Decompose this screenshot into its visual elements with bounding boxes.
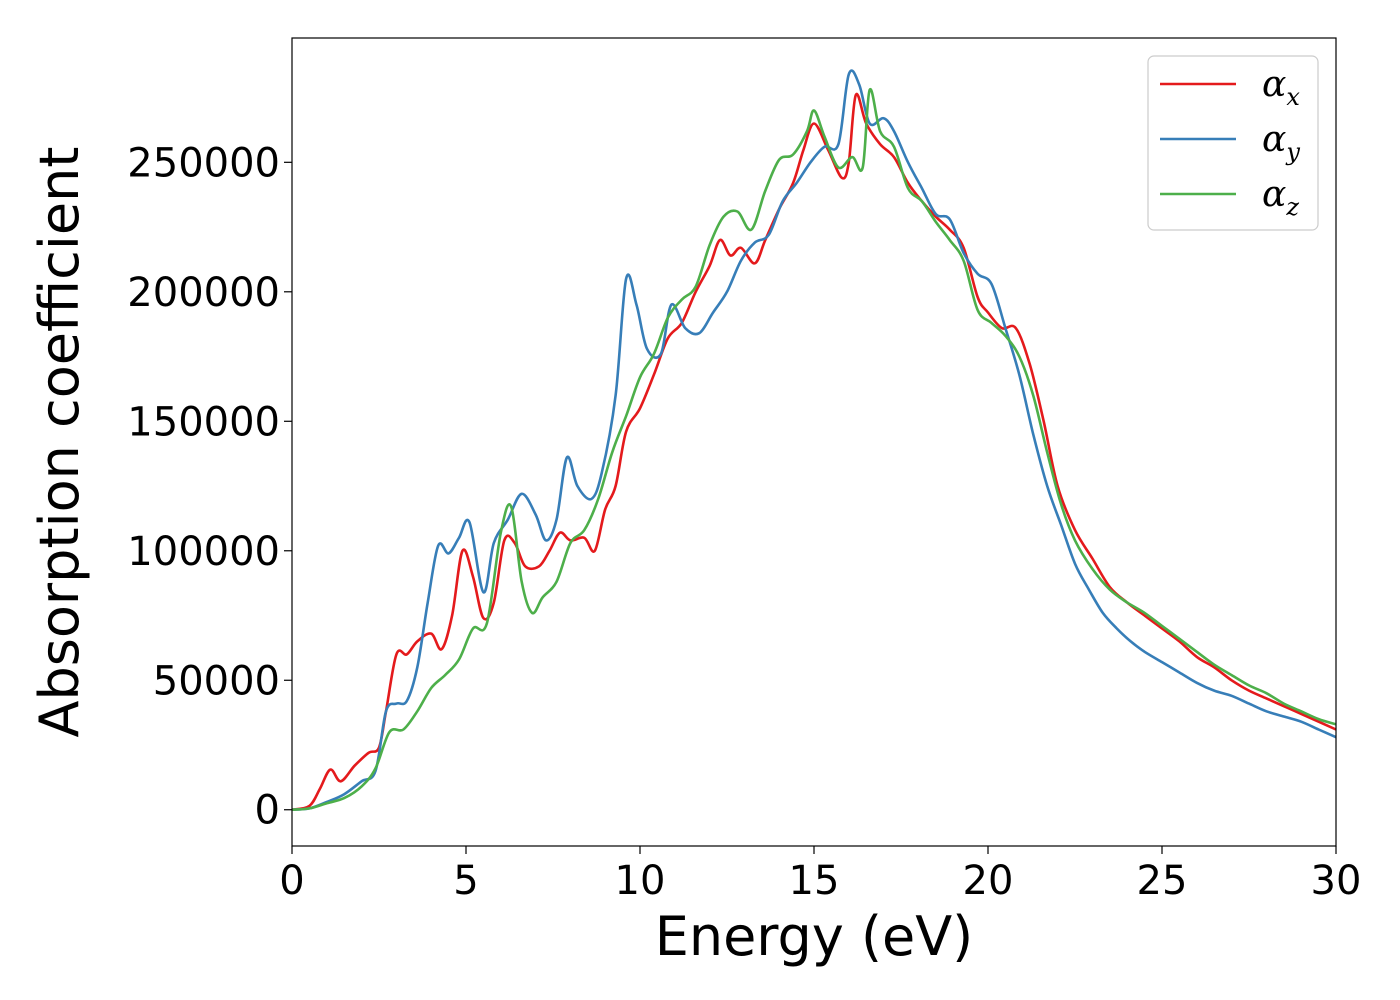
x-tick-label: 25: [1137, 858, 1188, 904]
legend-box: [1147, 55, 1319, 231]
x-tick-label: 5: [453, 858, 478, 904]
series-line-x: [291, 92, 1337, 811]
x-tick-label: 20: [963, 858, 1014, 904]
y-axis-label: Absorption coefficient: [28, 147, 91, 738]
y-tick-label: 250000: [127, 140, 280, 186]
y-tick-label: 150000: [127, 399, 280, 445]
y-tick-label: 200000: [127, 270, 280, 316]
x-axis-ticks: 0 5 10 15 20 25 30: [279, 846, 1361, 904]
y-tick-label: 0: [255, 788, 280, 834]
x-axis-label: Energy (eV): [655, 905, 974, 968]
series-lines-layer: [291, 69, 1337, 811]
y-tick-label: 50000: [153, 658, 280, 704]
y-axis-ticks: 0 50000 100000 150000 200000 250000: [127, 140, 292, 834]
y-tick-label: 100000: [127, 529, 280, 575]
x-tick-label: 10: [615, 858, 666, 904]
series-line-y: [291, 69, 1337, 811]
x-tick-label: 30: [1311, 858, 1362, 904]
x-tick-label: 0: [279, 858, 304, 904]
x-tick-label: 15: [789, 858, 840, 904]
series-line-z: [291, 88, 1337, 811]
